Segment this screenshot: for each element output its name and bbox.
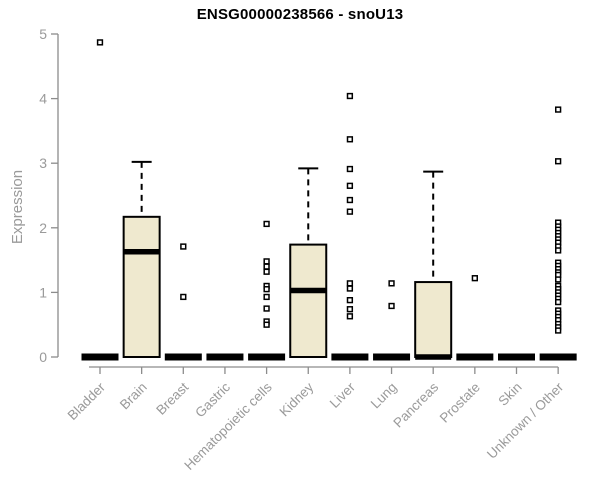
outlier-point xyxy=(263,293,270,301)
box xyxy=(289,243,328,358)
outlier-point xyxy=(346,92,354,100)
zero-box-bar xyxy=(81,353,119,361)
outlier-point xyxy=(346,208,354,215)
y-tick-label: 3 xyxy=(39,155,47,171)
outlier-point xyxy=(180,293,187,301)
x-category-label: Liver xyxy=(327,379,359,411)
outlier-point xyxy=(263,321,270,328)
box xyxy=(414,281,453,358)
outlier-point xyxy=(263,263,270,270)
zero-box-bar xyxy=(498,353,535,361)
outlier-point xyxy=(388,302,395,310)
x-category-label: Bladder xyxy=(65,379,109,423)
outlier-point xyxy=(388,280,395,287)
outlier-point xyxy=(555,298,562,306)
outlier-point xyxy=(555,247,562,254)
outlier-point xyxy=(346,306,354,313)
outlier-point xyxy=(263,305,270,312)
x-category-label: Unknown / Other xyxy=(484,379,567,462)
box xyxy=(122,215,161,358)
outlier-point xyxy=(346,313,354,320)
x-category-label: Breast xyxy=(153,379,191,417)
outlier-point xyxy=(346,165,354,173)
outlier-point xyxy=(180,243,187,250)
outlier-point xyxy=(346,285,354,292)
x-category-label: Brain xyxy=(117,380,150,413)
zero-box-bar xyxy=(164,353,202,361)
outlier-point xyxy=(555,327,562,334)
x-category-label: Lung xyxy=(368,380,400,412)
y-tick-label: 0 xyxy=(39,349,47,365)
outlier-point xyxy=(263,286,270,293)
zero-box-bar xyxy=(539,353,577,361)
outlier-point xyxy=(555,158,562,165)
outlier-point xyxy=(346,196,354,204)
outlier-point xyxy=(555,106,562,113)
x-category-label: Gastric xyxy=(192,379,233,420)
y-tick-label: 2 xyxy=(39,220,47,236)
y-tick-label: 4 xyxy=(39,91,47,107)
x-category-label: Pancreas xyxy=(390,379,441,430)
outlier-point xyxy=(263,258,270,265)
x-category-label: Skin xyxy=(495,380,524,409)
zero-box-bar xyxy=(456,353,494,361)
outlier-point xyxy=(346,280,354,287)
outlier-point xyxy=(263,268,270,275)
zero-box-bar xyxy=(248,353,286,361)
outlier-point xyxy=(471,275,479,282)
chart-title: ENSG00000238566 - snoU13 xyxy=(196,6,404,23)
outlier-point xyxy=(346,297,354,304)
zero-box-bar xyxy=(206,353,244,361)
x-category-label: Prostate xyxy=(437,380,483,426)
zero-box-bar xyxy=(373,353,411,361)
outlier-point xyxy=(263,220,270,228)
outlier-point xyxy=(346,182,354,189)
x-category-label: Kidney xyxy=(277,379,317,419)
outlier-point xyxy=(346,136,354,143)
outlier-point xyxy=(96,39,104,46)
zero-box-bar xyxy=(331,353,369,361)
y-tick-label: 5 xyxy=(39,26,47,42)
y-tick-label: 1 xyxy=(39,284,47,300)
outlier-point xyxy=(555,276,562,283)
